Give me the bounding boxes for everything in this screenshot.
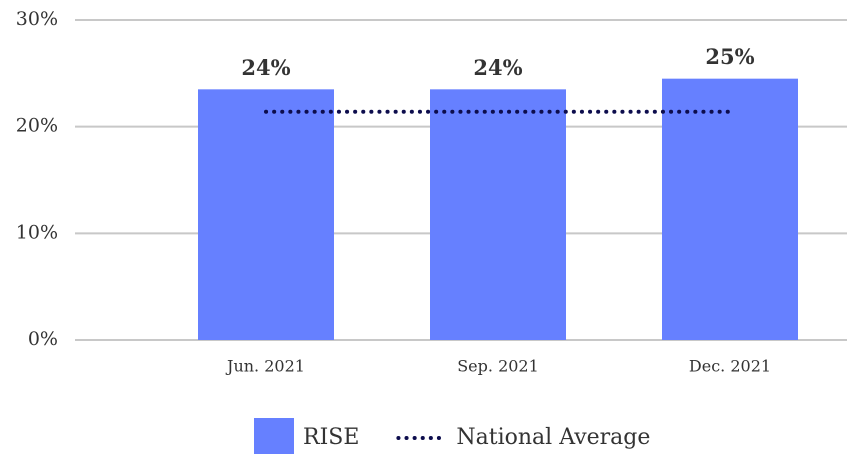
x-tick-label: Jun. 2021 (225, 357, 305, 376)
value-label: 24% (473, 55, 522, 80)
y-tick-label: 30% (16, 8, 58, 30)
bar (430, 89, 566, 340)
y-tick-label: 10% (16, 221, 58, 243)
legend-label: National Average (456, 425, 650, 450)
bar (662, 78, 798, 341)
legend-label: RISE (303, 425, 359, 450)
value-label: 24% (241, 55, 290, 80)
y-tick-label: 0% (28, 328, 58, 350)
y-tick-label: 20% (16, 115, 58, 137)
x-tick-label: Dec. 2021 (689, 357, 771, 376)
bar (198, 89, 334, 340)
legend-swatch (254, 418, 294, 454)
value-label: 25% (705, 44, 754, 69)
x-tick-label: Sep. 2021 (457, 357, 539, 376)
